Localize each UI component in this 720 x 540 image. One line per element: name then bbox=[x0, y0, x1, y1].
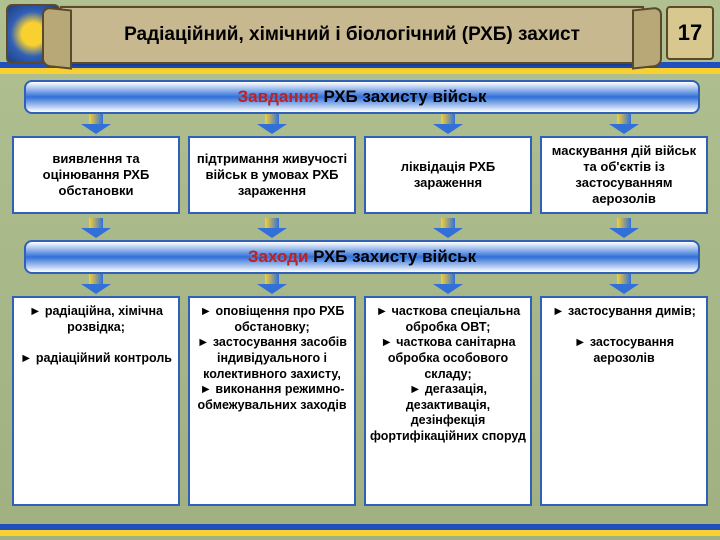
arrow-slot bbox=[364, 114, 532, 134]
page-number: 17 bbox=[666, 6, 714, 60]
task-box: маскування дій військ та об'єктів із зас… bbox=[540, 136, 708, 214]
arrow-down-icon bbox=[605, 274, 643, 294]
measure-box: ► часткова спеціальна обробка ОВТ; ► час… bbox=[364, 296, 532, 506]
slide-page: Радіаційний, хімічний і біологічний (РХБ… bbox=[0, 0, 720, 540]
arrows-measures bbox=[12, 274, 708, 294]
measures-heading: Заходи РХБ захисту військ bbox=[24, 240, 700, 274]
measure-box: ► радіаційна, хімічна розвідка; ► радіац… bbox=[12, 296, 180, 506]
arrow-slot bbox=[12, 274, 180, 294]
measures-heading-text: Заходи РХБ захисту військ bbox=[248, 247, 476, 267]
tasks-row: виявлення та оцінювання РХБ обстановки п… bbox=[12, 136, 708, 214]
scroll-left-icon bbox=[42, 6, 72, 69]
stripe-yellow-top bbox=[0, 68, 720, 74]
arrow-down-icon bbox=[253, 114, 291, 134]
measures-row: ► радіаційна, хімічна розвідка; ► радіац… bbox=[12, 296, 708, 506]
scroll-right-icon bbox=[632, 6, 662, 69]
arrow-down-icon bbox=[429, 218, 467, 238]
tasks-heading-text: Завдання РХБ захисту військ bbox=[238, 87, 487, 107]
arrow-slot bbox=[12, 218, 180, 238]
measures-heading-rest: РХБ захисту військ bbox=[308, 247, 476, 266]
tasks-heading-prefix: Завдання bbox=[238, 87, 319, 106]
measure-box: ► оповіщення про РХБ обстановку; ► засто… bbox=[188, 296, 356, 506]
arrow-down-icon bbox=[605, 114, 643, 134]
tasks-heading: Завдання РХБ захисту військ bbox=[24, 80, 700, 114]
title-banner: Радіаційний, хімічний і біологічний (РХБ… bbox=[60, 6, 644, 64]
arrow-down-icon bbox=[429, 274, 467, 294]
arrow-down-icon bbox=[253, 218, 291, 238]
measure-box: ► застосування димів; ► застосування аер… bbox=[540, 296, 708, 506]
task-box: ліквідація РХБ зараження bbox=[364, 136, 532, 214]
arrow-slot bbox=[540, 114, 708, 134]
arrow-down-icon bbox=[253, 274, 291, 294]
arrow-slot bbox=[364, 274, 532, 294]
task-box: підтримання живучості військ в умовах РХ… bbox=[188, 136, 356, 214]
arrow-down-icon bbox=[77, 218, 115, 238]
arrow-slot bbox=[12, 114, 180, 134]
measures-heading-prefix: Заходи bbox=[248, 247, 309, 266]
arrows-mid bbox=[12, 218, 708, 238]
arrow-slot bbox=[188, 274, 356, 294]
arrow-slot bbox=[540, 274, 708, 294]
page-title: Радіаційний, хімічний і біологічний (РХБ… bbox=[124, 24, 580, 47]
arrow-slot bbox=[188, 114, 356, 134]
arrow-slot bbox=[364, 218, 532, 238]
arrows-tasks bbox=[12, 114, 708, 134]
tasks-heading-rest: РХБ захисту військ bbox=[319, 87, 487, 106]
arrow-down-icon bbox=[429, 114, 467, 134]
task-box: виявлення та оцінювання РХБ обстановки bbox=[12, 136, 180, 214]
arrow-down-icon bbox=[77, 274, 115, 294]
stripe-yellow-bottom bbox=[0, 530, 720, 536]
arrow-slot bbox=[188, 218, 356, 238]
arrow-down-icon bbox=[605, 218, 643, 238]
arrow-down-icon bbox=[77, 114, 115, 134]
arrow-slot bbox=[540, 218, 708, 238]
